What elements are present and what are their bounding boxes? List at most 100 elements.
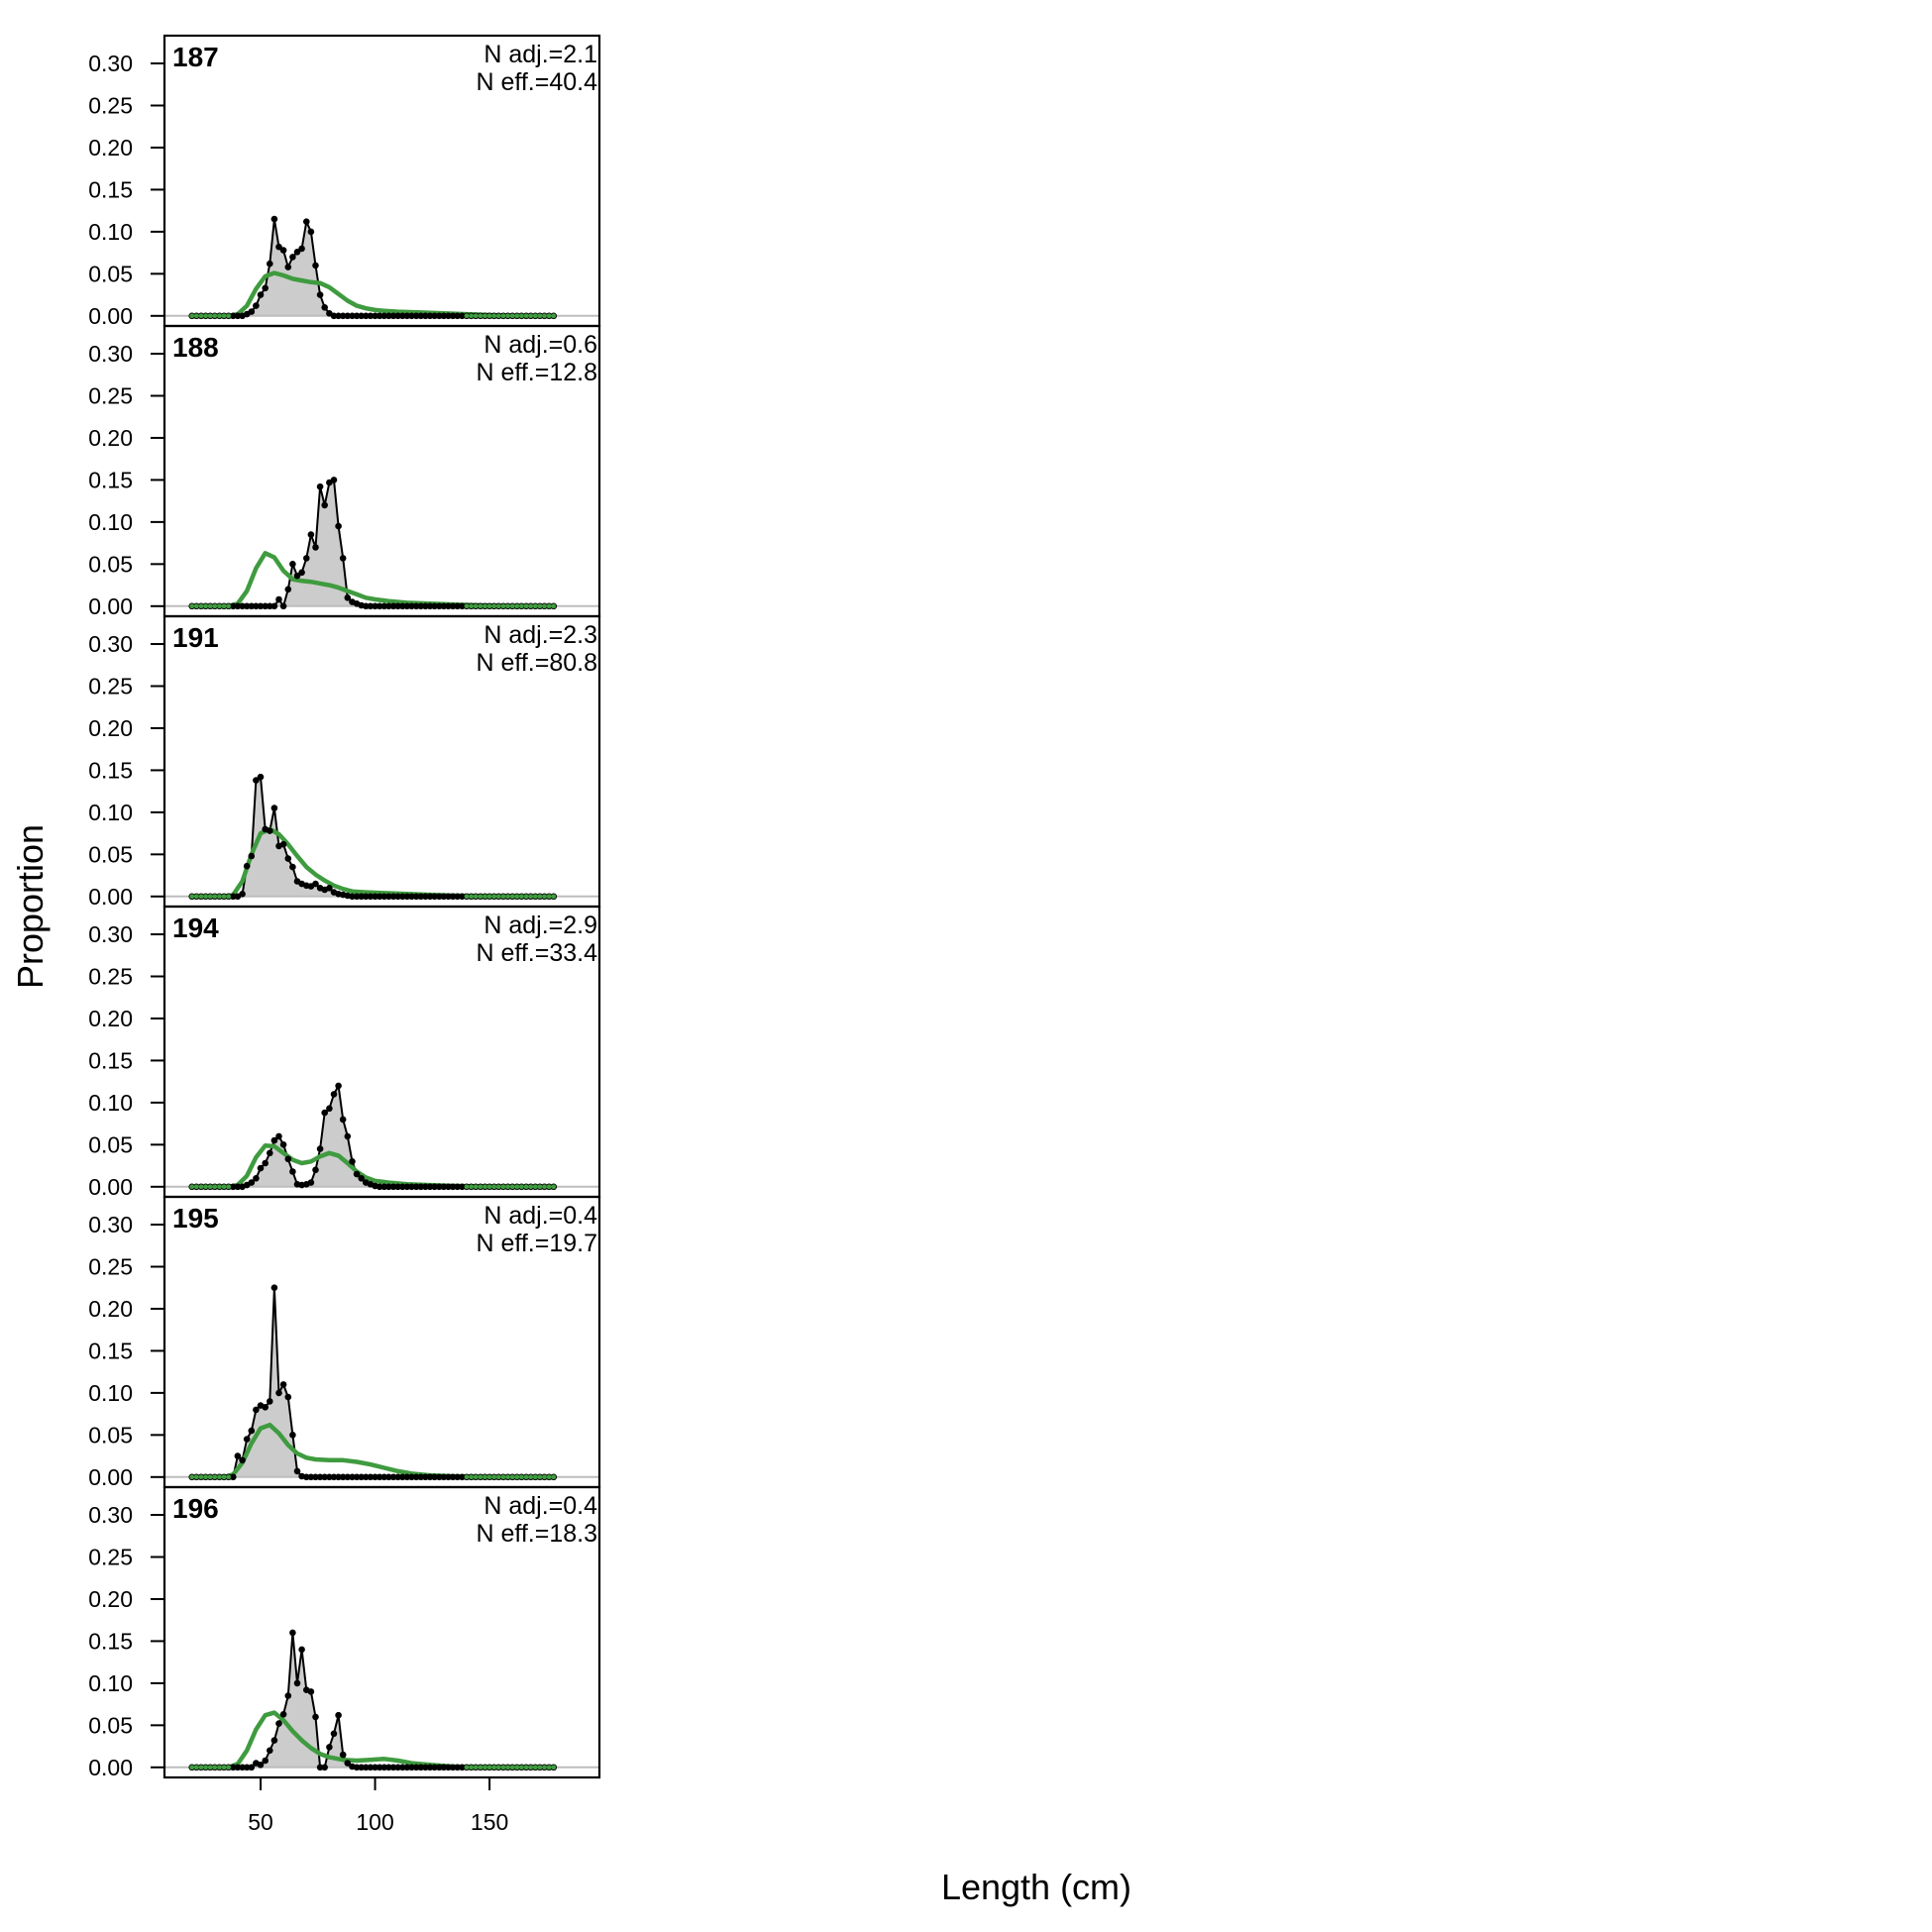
n-adj-label: N adj.=2.3 bbox=[483, 621, 597, 649]
observed-point bbox=[230, 1764, 237, 1771]
expected-point bbox=[509, 1474, 515, 1480]
observed-point bbox=[417, 602, 425, 610]
expected-point bbox=[551, 1474, 557, 1480]
observed-point bbox=[431, 602, 438, 610]
observed-point bbox=[275, 1132, 282, 1140]
observed-point bbox=[279, 1381, 287, 1388]
observed-point bbox=[389, 602, 397, 610]
y-tick-label: 0.10 bbox=[88, 1380, 133, 1406]
expected-point bbox=[212, 1184, 218, 1190]
expected-point bbox=[483, 1474, 487, 1480]
expected-point bbox=[189, 1765, 195, 1771]
expected-point bbox=[509, 603, 515, 609]
observed-point bbox=[385, 1183, 392, 1191]
expected-point bbox=[464, 894, 470, 900]
observed-point bbox=[399, 1764, 406, 1771]
observed-point bbox=[230, 893, 237, 901]
observed-point bbox=[239, 1764, 246, 1771]
observed-point bbox=[330, 1091, 338, 1098]
panel-195: 0.00 0.05 0.10 0.15 0.20 0.25 0.30 195 N adj.=0.… bbox=[88, 1195, 601, 1490]
expected-point bbox=[486, 1184, 492, 1190]
expected-point bbox=[500, 1765, 506, 1771]
observed-point bbox=[417, 1183, 425, 1191]
expected-point bbox=[519, 1474, 524, 1480]
expected-point bbox=[464, 1765, 470, 1771]
n-eff-label: N eff.=12.8 bbox=[476, 359, 597, 386]
observed-point bbox=[449, 1183, 457, 1191]
y-tick-label: 0.30 bbox=[88, 341, 133, 367]
observed-point bbox=[253, 777, 260, 784]
expected-point bbox=[217, 1765, 222, 1771]
observed-point bbox=[372, 602, 378, 610]
expected-point bbox=[203, 1474, 209, 1480]
observed-point bbox=[353, 1764, 361, 1771]
expected-point bbox=[519, 313, 524, 319]
observed-point bbox=[293, 1679, 301, 1687]
expected-point bbox=[226, 603, 232, 609]
y-tick-label: 0.15 bbox=[88, 467, 133, 492]
observed-point bbox=[376, 1183, 383, 1191]
observed-point bbox=[412, 602, 420, 610]
observed-point bbox=[257, 1762, 265, 1769]
expected-point bbox=[509, 894, 515, 900]
observed-point bbox=[253, 302, 260, 309]
y-tick-label: 0.25 bbox=[88, 382, 133, 408]
observed-point bbox=[436, 893, 443, 901]
expected-point bbox=[528, 1184, 534, 1190]
expected-point bbox=[486, 1474, 492, 1480]
expected-point bbox=[542, 1474, 547, 1480]
expected-point bbox=[473, 313, 479, 319]
expected-point bbox=[523, 1765, 529, 1771]
expected-point bbox=[542, 1765, 547, 1771]
expected-point bbox=[203, 1184, 209, 1190]
expected-point bbox=[189, 894, 195, 900]
expected-point bbox=[551, 1765, 557, 1771]
expected-point bbox=[537, 603, 543, 609]
observed-point bbox=[417, 312, 425, 320]
y-tick-label: 0.05 bbox=[88, 841, 133, 867]
observed-point bbox=[326, 885, 333, 892]
observed-line bbox=[191, 218, 554, 317]
y-tick-label: 0.00 bbox=[88, 593, 133, 619]
observed-point bbox=[376, 312, 383, 320]
observed-point bbox=[344, 594, 352, 601]
observed-area bbox=[191, 219, 554, 316]
expected-point bbox=[500, 313, 506, 319]
observed-point bbox=[248, 852, 256, 860]
observed-point bbox=[267, 1747, 273, 1755]
observed-point bbox=[358, 312, 366, 320]
expected-point bbox=[207, 894, 213, 900]
expected-point bbox=[551, 603, 557, 609]
observed-point bbox=[403, 312, 411, 320]
expected-point bbox=[193, 1184, 199, 1190]
observed-point bbox=[385, 1473, 392, 1481]
observed-point bbox=[412, 893, 420, 901]
expected-point bbox=[478, 313, 483, 319]
observed-point bbox=[459, 1473, 466, 1481]
expected-point bbox=[491, 1184, 497, 1190]
observed-area bbox=[191, 1085, 554, 1187]
observed-point bbox=[431, 1764, 438, 1771]
observed-point bbox=[284, 855, 292, 862]
observed-point bbox=[262, 284, 269, 292]
expected-point bbox=[473, 1184, 479, 1190]
expected-point bbox=[193, 894, 199, 900]
observed-point bbox=[394, 1764, 402, 1771]
observed-area bbox=[191, 777, 554, 897]
observed-point bbox=[399, 312, 406, 320]
y-tick-label: 0.15 bbox=[88, 757, 133, 783]
expected-point bbox=[519, 894, 524, 900]
y-tick-label: 0.20 bbox=[88, 1586, 133, 1612]
observed-point bbox=[436, 1473, 443, 1481]
observed-point bbox=[344, 1132, 352, 1140]
y-tick-label: 0.00 bbox=[88, 884, 133, 910]
expected-point bbox=[491, 1474, 497, 1480]
observed-point bbox=[440, 1764, 448, 1771]
observed-point bbox=[243, 1436, 251, 1443]
observed-point bbox=[363, 1764, 370, 1771]
panel-label: 187 bbox=[172, 42, 219, 72]
expected-point bbox=[464, 603, 470, 609]
observed-point bbox=[459, 602, 466, 610]
observed-point bbox=[230, 312, 237, 320]
observed-point bbox=[426, 1764, 434, 1771]
